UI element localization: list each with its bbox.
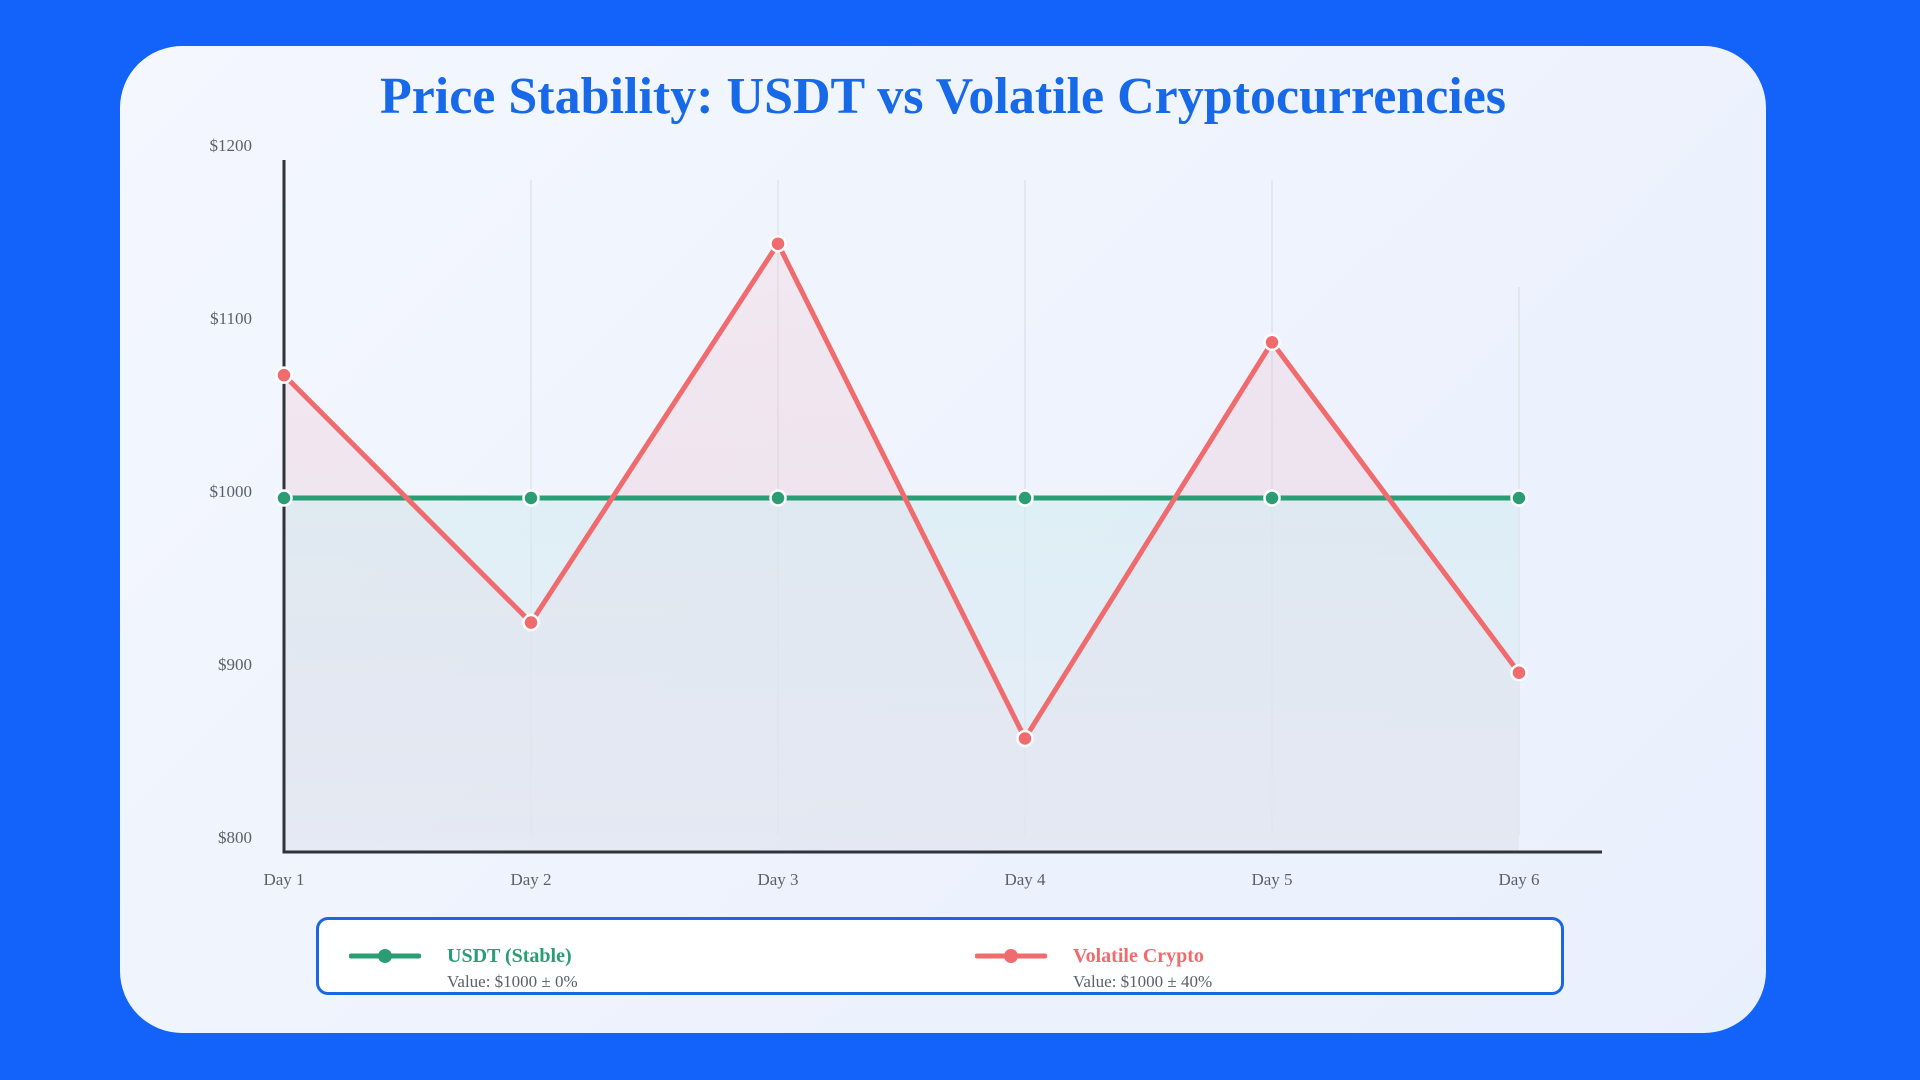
usdt-data-point [1510, 489, 1528, 507]
y-tick-label: $1000 [209, 482, 253, 501]
volatile-data-point [275, 366, 293, 384]
x-tick-label: Day 6 [1498, 870, 1540, 889]
y-tick-label: $1100 [210, 309, 252, 328]
volatile-data-point [522, 613, 540, 632]
volatile-data-point [1016, 729, 1034, 748]
x-tick-label: Day 1 [263, 870, 305, 889]
volatile-line [281, 241, 1522, 741]
volatile-data-point [769, 234, 787, 253]
volatile-data-point [1510, 663, 1528, 682]
usdt-area-fill [284, 498, 1519, 852]
x-tick-label: Day 5 [1251, 870, 1293, 889]
legend-value-volatile: Value: $1000 ± 40% [1073, 972, 1213, 991]
usdt-line-marker-icon [349, 949, 421, 963]
x-tick-label: Day 4 [1004, 870, 1046, 889]
volatile-data-point [1263, 333, 1281, 352]
y-tick-label: $800 [218, 828, 252, 847]
legend-item-usdt: USDT (Stable) Value: $1000 ± 0% [319, 920, 939, 992]
chart-card: Price Stability: USDT vs Volatile Crypto… [120, 46, 1766, 1033]
usdt-data-point [522, 489, 540, 507]
usdt-data-point [769, 489, 787, 507]
usdt-data-point [1263, 489, 1281, 507]
legend-item-volatile: Volatile Crypto Value: $1000 ± 40% [945, 920, 1565, 992]
y-tick-label: $900 [218, 655, 252, 674]
volatile-line-marker-icon [975, 949, 1047, 963]
usdt-data-point [275, 489, 293, 507]
x-tick-label: Day 2 [510, 870, 552, 889]
chart-legend: USDT (Stable) Value: $1000 ± 0% Volatile… [316, 917, 1564, 995]
legend-name-usdt: USDT (Stable) [447, 945, 572, 967]
legend-value-usdt: Value: $1000 ± 0% [447, 972, 578, 991]
x-tick-label: Day 3 [757, 870, 799, 889]
legend-name-volatile: Volatile Crypto [1073, 945, 1204, 967]
chart-title: Price Stability: USDT vs Volatile Crypto… [379, 68, 1507, 125]
y-tick-label: $1200 [209, 136, 253, 155]
usdt-data-point [1016, 489, 1034, 507]
line-chart [275, 160, 1602, 854]
